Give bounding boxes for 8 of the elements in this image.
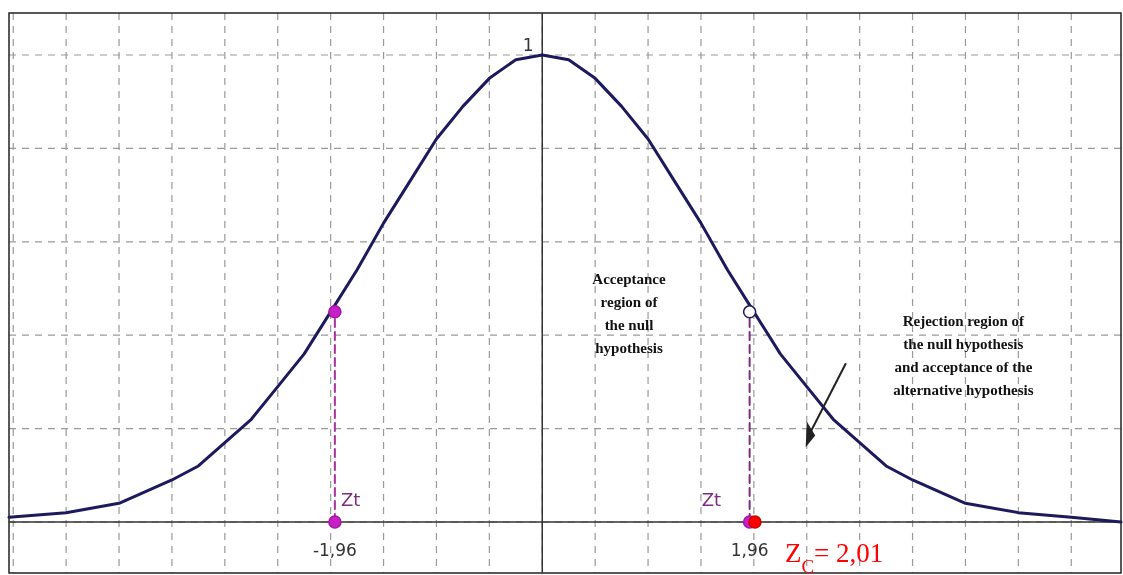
annotation: 1 xyxy=(522,35,534,55)
annotation: Zt xyxy=(340,489,361,510)
annotation: Acceptance region of the null hypothesis xyxy=(592,270,666,356)
annotation: Z$_{C}$= 2,01 xyxy=(784,538,884,575)
x-tick-label: -1,96 xyxy=(312,540,357,560)
annotation: Rejection region of the null hypothesis and acceptance of the alternative hypothesis xyxy=(893,312,1034,398)
annotation: Zt xyxy=(701,489,722,510)
x-tick-label: 1,96 xyxy=(730,540,769,560)
